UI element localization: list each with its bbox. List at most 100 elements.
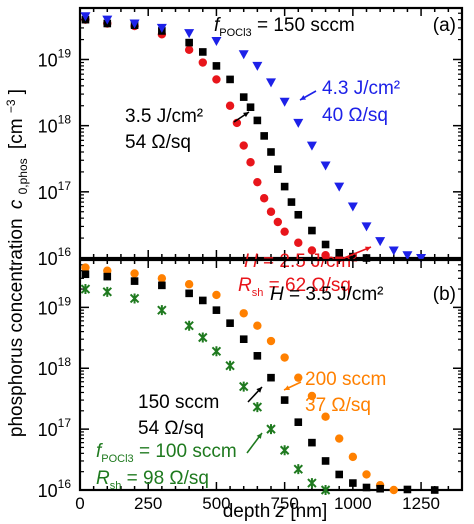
data-point [252,61,263,71]
data-point [212,62,221,70]
data-point [253,177,262,187]
y-tick-label: 1018 [38,113,72,137]
data-point [334,182,345,192]
x-axis-label: depth z [nm] [223,501,328,522]
data-point [347,202,358,212]
data-point [102,15,113,25]
data-point [212,306,221,314]
series-annotation-symbol: H [244,251,258,272]
data-point [156,23,167,33]
data-point [388,246,399,256]
y-tick-label-base: 10 [38,117,58,137]
data-point [239,141,248,150]
data-point [274,165,282,173]
data-point [266,336,276,346]
data-point [266,207,276,216]
y-tick-label: 1019 [38,46,72,70]
y-tick-label: 1016 [38,245,72,269]
data-point [362,470,371,479]
data-point [362,254,371,262]
x-axis-label-unit: [nm] [290,501,327,522]
data-point [238,50,249,60]
data-point [293,118,304,128]
data-point [103,272,112,281]
x-axis-label-symbol: z [275,501,286,522]
series-annotation-text: = 2.5 J/cm² [258,251,358,272]
data-point [198,296,207,305]
y-tick-label-base: 10 [38,481,58,501]
data-point [184,29,195,39]
series-annotation: 3.5 J/cm² [125,106,203,127]
series-1 [81,15,344,263]
data-point [129,293,140,304]
series-annotation: Rsh = 98 Ω/sq [96,468,209,492]
data-point [273,217,283,227]
data-point [102,286,112,297]
panel-label: (a) [433,15,456,36]
y-axis-label-main: phosphorus concentration [6,218,27,437]
series-annotation-text: 54 Ω/sq [138,418,204,439]
data-point [158,281,166,290]
y-tick-label: 1018 [38,355,72,379]
data-point [349,252,357,261]
data-point [402,251,413,261]
y-axis-label: phosphorus concentration c 0,phos [cm −3… [0,89,32,437]
panel-label: (b) [433,284,456,305]
data-point [376,484,384,493]
data-point [184,280,194,289]
data-point [226,75,234,84]
data-point [294,418,303,426]
data-point [185,38,193,47]
y-tick-label-base: 10 [38,249,58,269]
data-point [389,485,398,495]
data-point [130,269,139,278]
x-tick-label: 750 [270,494,298,513]
x-axis-label-main: depth [223,501,276,522]
y-tick-label-base: 10 [38,183,58,203]
data-point [212,290,221,300]
panel-header-subscript: POCl3 [219,27,251,39]
series-annotation: 54 Ω/sq [125,132,191,153]
panel-header-text: = 150 sccm [252,15,355,36]
series-annotation: 200 sccm [305,369,386,390]
data-point [253,321,262,330]
data-point [280,396,289,404]
data-point [212,75,221,84]
y-tick-label: 1017 [38,416,72,440]
series-annotation-subscript: sh [252,287,264,299]
data-point [294,238,303,247]
y-tick-label-base: 10 [38,420,58,440]
series-annotation-text: 54 Ω/sq [125,132,191,153]
data-point [335,434,344,443]
y-axis-label-unit-exponent: −3 [4,99,18,113]
data-point [81,263,90,272]
data-point [280,353,289,362]
data-point [320,485,331,495]
data-point [184,45,194,55]
panel-header-symbol: f [214,15,221,36]
x-tick-label: 250 [134,494,162,513]
series-annotation-text: 3.5 J/cm² [125,106,203,127]
data-point [252,402,263,413]
series-annotation: 40 Ω/sq [322,105,388,126]
data-point [198,48,207,56]
data-point [267,373,275,382]
series-3 [80,12,427,263]
data-point [279,97,290,107]
data-point [267,148,275,156]
data-point [280,182,289,191]
series-annotation: Rsh = 62 Ω/sq [238,275,351,299]
data-point [335,470,344,479]
data-point [307,391,317,401]
series-annotation-text: = 100 sccm [134,441,237,462]
data-point [246,103,255,112]
x-tick-label: 0 [75,494,84,513]
data-point [211,346,222,357]
data-point [253,352,262,360]
series-annotation-text: 4.3 J/cm² [322,78,400,99]
y-axis-label-unit-close: ] [6,89,27,94]
y-tick-label-base: 10 [38,50,58,70]
series-annotation: 37 Ω/sq [305,395,371,416]
